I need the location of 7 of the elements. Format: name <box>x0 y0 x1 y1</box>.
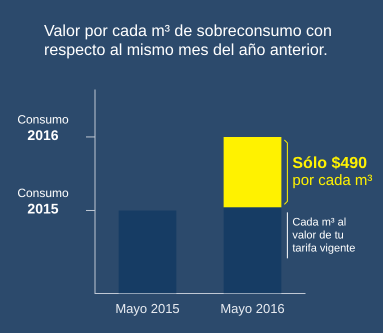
annotation: Cada m³ al valor de tu tarifa vigente <box>292 216 356 254</box>
chart-title: Valor por cada m³ de sobreconsumo con respecto al mismo mes del año anterior. <box>44 22 333 60</box>
annotation: Sólo $490 por cada m³ <box>292 155 372 189</box>
text: Consumo 2016 <box>17 112 70 143</box>
x-tick-label: Mayo 2016 <box>220 300 285 316</box>
text: Consumo 2015 <box>17 186 70 216</box>
x-tick-label: Mayo 2015 <box>115 300 180 316</box>
